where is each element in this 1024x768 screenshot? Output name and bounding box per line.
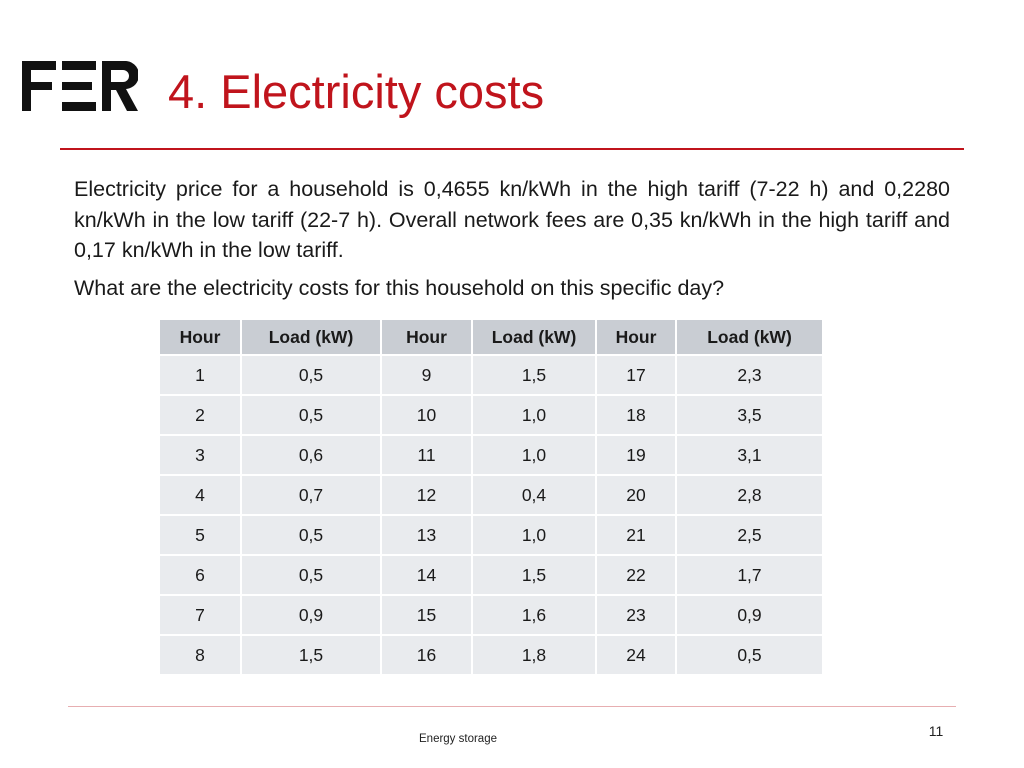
problem-question: What are the electricity costs for this … bbox=[74, 275, 725, 300]
table-cell: 3 bbox=[158, 434, 242, 476]
table-cell: 2 bbox=[158, 394, 242, 436]
load-table: Hour Load (kW) Hour Load (kW) Hour Load … bbox=[158, 318, 824, 676]
table-header-row: Hour Load (kW) Hour Load (kW) Hour Load … bbox=[158, 318, 824, 356]
table-cell: 13 bbox=[380, 514, 473, 556]
table-cell: 14 bbox=[380, 554, 473, 596]
column-header: Load (kW) bbox=[240, 318, 382, 356]
footer-divider bbox=[68, 706, 956, 707]
table-cell: 1,5 bbox=[240, 634, 382, 676]
table-cell: 4 bbox=[158, 474, 242, 516]
table-cell: 20 bbox=[595, 474, 677, 516]
column-header: Load (kW) bbox=[675, 318, 824, 356]
table-cell: 23 bbox=[595, 594, 677, 636]
problem-text: Electricity price for a household is 0,4… bbox=[74, 174, 950, 303]
page-number: 11 bbox=[928, 723, 944, 739]
column-header: Load (kW) bbox=[471, 318, 597, 356]
table-cell: 6 bbox=[158, 554, 242, 596]
table-cell: 9 bbox=[380, 354, 473, 396]
table-cell: 1,8 bbox=[471, 634, 597, 676]
table-cell: 0,5 bbox=[240, 514, 382, 556]
table-cell: 22 bbox=[595, 554, 677, 596]
table-cell: 2,8 bbox=[675, 474, 824, 516]
table-cell: 10 bbox=[380, 394, 473, 436]
table-cell: 24 bbox=[595, 634, 677, 676]
footer-text: Energy storage bbox=[419, 733, 497, 745]
table-cell: 0,5 bbox=[675, 634, 824, 676]
table-cell: 2,5 bbox=[675, 514, 824, 556]
table-cell: 16 bbox=[380, 634, 473, 676]
table-cell: 1,5 bbox=[471, 554, 597, 596]
table-cell: 12 bbox=[380, 474, 473, 516]
page-title: 4. Electricity costs bbox=[168, 65, 545, 118]
table-cell: 5 bbox=[158, 514, 242, 556]
title-divider bbox=[60, 148, 964, 150]
table-cell: 1,6 bbox=[471, 594, 597, 636]
table-row: 2 0,5 10 1,0 18 3,5 bbox=[158, 394, 824, 436]
table-cell: 17 bbox=[595, 354, 677, 396]
table-cell: 0,6 bbox=[240, 434, 382, 476]
table-row: 4 0,7 12 0,4 20 2,8 bbox=[158, 474, 824, 516]
table-cell: 2,3 bbox=[675, 354, 824, 396]
table-cell: 1,0 bbox=[471, 434, 597, 476]
table-cell: 0,9 bbox=[675, 594, 824, 636]
table-cell: 0,5 bbox=[240, 394, 382, 436]
table-cell: 0,7 bbox=[240, 474, 382, 516]
table-cell: 0,9 bbox=[240, 594, 382, 636]
table-cell: 3,5 bbox=[675, 394, 824, 436]
problem-paragraph: Electricity price for a household is 0,4… bbox=[74, 177, 950, 262]
table-row: 6 0,5 14 1,5 22 1,7 bbox=[158, 554, 824, 596]
table-cell: 1,5 bbox=[471, 354, 597, 396]
table-cell: 1,0 bbox=[471, 514, 597, 556]
table-row: 8 1,5 16 1,8 24 0,5 bbox=[158, 634, 824, 676]
fer-logo-icon bbox=[22, 61, 138, 111]
table-cell: 21 bbox=[595, 514, 677, 556]
column-header: Hour bbox=[380, 318, 473, 356]
table-cell: 1 bbox=[158, 354, 242, 396]
table-cell: 11 bbox=[380, 434, 473, 476]
table-cell: 7 bbox=[158, 594, 242, 636]
table-cell: 1,0 bbox=[471, 394, 597, 436]
table-cell: 1,7 bbox=[675, 554, 824, 596]
table-cell: 0,4 bbox=[471, 474, 597, 516]
column-header: Hour bbox=[595, 318, 677, 356]
table-cell: 0,5 bbox=[240, 554, 382, 596]
table-cell: 3,1 bbox=[675, 434, 824, 476]
table-row: 1 0,5 9 1,5 17 2,3 bbox=[158, 354, 824, 396]
table-row: 5 0,5 13 1,0 21 2,5 bbox=[158, 514, 824, 556]
table-row: 3 0,6 11 1,0 19 3,1 bbox=[158, 434, 824, 476]
table-cell: 19 bbox=[595, 434, 677, 476]
table-cell: 8 bbox=[158, 634, 242, 676]
table-cell: 0,5 bbox=[240, 354, 382, 396]
table-cell: 15 bbox=[380, 594, 473, 636]
column-header: Hour bbox=[158, 318, 242, 356]
table-row: 7 0,9 15 1,6 23 0,9 bbox=[158, 594, 824, 636]
table-cell: 18 bbox=[595, 394, 677, 436]
